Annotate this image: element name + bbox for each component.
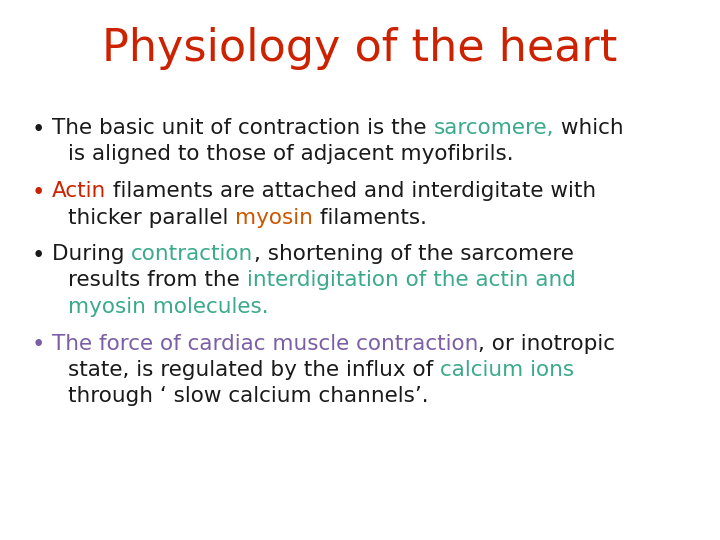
Text: interdigitation of the actin and: interdigitation of the actin and [247,271,575,291]
Text: calcium ions: calcium ions [440,360,575,380]
Text: sarcomere,: sarcomere, [433,118,554,138]
Text: , or inotropic: , or inotropic [478,334,616,354]
Text: filaments are attached and interdigitate with: filaments are attached and interdigitate… [107,181,596,201]
Text: state, is regulated by the influx of: state, is regulated by the influx of [68,360,440,380]
Text: filaments.: filaments. [313,207,427,227]
Text: which: which [554,118,624,138]
Text: thicker parallel: thicker parallel [68,207,235,227]
Text: through ‘ slow calcium channels’.: through ‘ slow calcium channels’. [68,387,428,407]
Text: Physiology of the heart: Physiology of the heart [102,26,618,70]
Text: is aligned to those of adjacent myofibrils.: is aligned to those of adjacent myofibri… [68,145,513,165]
Text: The basic unit of contraction is the: The basic unit of contraction is the [52,118,433,138]
Text: During: During [52,244,131,264]
Text: , shortening of the sarcomere: , shortening of the sarcomere [253,244,574,264]
Text: •: • [32,181,45,204]
Text: •: • [32,334,45,356]
Text: •: • [32,244,45,267]
Text: Actin: Actin [52,181,107,201]
Text: •: • [32,118,45,141]
Text: contraction: contraction [131,244,253,264]
Text: results from the: results from the [68,271,247,291]
Text: The force of cardiac muscle contraction: The force of cardiac muscle contraction [52,334,478,354]
Text: myosin molecules.: myosin molecules. [68,297,269,317]
Text: myosin: myosin [235,207,313,227]
